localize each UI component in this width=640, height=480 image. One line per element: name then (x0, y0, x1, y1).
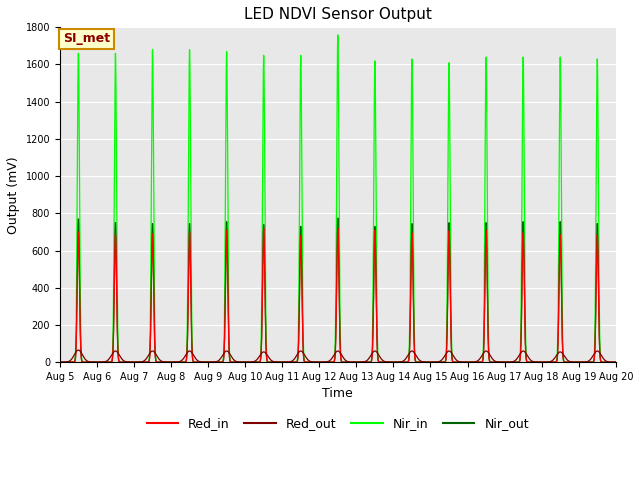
Red_out (169, 359, 177, 365)
Red_out (74, 347, 82, 353)
Line: Red_out: Red_out (60, 350, 616, 362)
Y-axis label: Output (mV): Output (mV) (7, 156, 20, 234)
X-axis label: Time: Time (323, 387, 353, 400)
Line: Nir_out: Nir_out (60, 218, 616, 362)
Nir_in (610, 359, 618, 365)
Red_out (264, 353, 272, 359)
Red_in (260, 226, 268, 231)
Nir_out (493, 359, 501, 365)
Nir_in (612, 359, 620, 365)
Red_in (175, 359, 182, 365)
Nir_out (169, 359, 177, 365)
Nir_in (415, 359, 422, 365)
Nir_in (264, 359, 272, 365)
Nir_out (264, 359, 272, 365)
Line: Nir_in: Nir_in (60, 35, 616, 362)
Red_out (175, 359, 182, 365)
Nir_out (610, 359, 618, 365)
Red_in (169, 359, 177, 365)
Red_out (610, 359, 618, 365)
Nir_in (56, 359, 64, 365)
Title: LED NDVI Sensor Output: LED NDVI Sensor Output (244, 7, 432, 22)
Red_out (493, 359, 501, 365)
Nir_out (415, 359, 422, 365)
Line: Red_in: Red_in (60, 228, 616, 362)
Red_in (493, 359, 501, 365)
Nir_out (56, 359, 64, 365)
Nir_in (493, 359, 501, 365)
Red_in (264, 359, 272, 365)
Nir_in (334, 32, 342, 38)
Red_in (612, 359, 620, 365)
Red_in (610, 359, 618, 365)
Red_out (612, 359, 620, 365)
Red_in (415, 359, 422, 365)
Nir_out (175, 359, 182, 365)
Red_in (56, 359, 64, 365)
Nir_in (169, 359, 177, 365)
Red_out (56, 359, 64, 365)
Red_out (415, 356, 422, 362)
Nir_out (334, 215, 342, 221)
Nir_out (612, 359, 620, 365)
Legend: Red_in, Red_out, Nir_in, Nir_out: Red_in, Red_out, Nir_in, Nir_out (141, 412, 534, 435)
Nir_in (175, 359, 182, 365)
Text: SI_met: SI_met (63, 32, 109, 45)
